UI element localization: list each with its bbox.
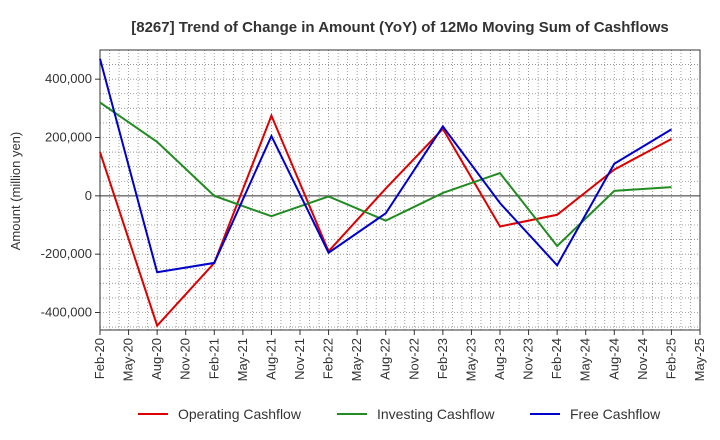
x-tick-label: Feb-24 [549,338,564,379]
x-tick-label: Nov-24 [635,338,650,380]
series-line-investing-cashflow [99,101,672,248]
x-tick-label: Feb-20 [92,338,107,379]
y-tick-label: -200,000 [41,246,92,261]
x-tick-label: Feb-23 [435,338,450,379]
series-line-free-cashflow [99,58,672,274]
x-tick-label: May-24 [578,338,593,381]
x-tick-label: May-21 [235,338,250,381]
legend-label-investing-cashflow: Investing Cashflow [377,406,495,422]
x-tick-label: Feb-22 [321,338,336,379]
plot-frame [99,49,701,331]
y-axis-label: Amount (million yen) [8,132,23,251]
x-tick-label: May-22 [349,338,364,381]
x-tick-label: Nov-21 [292,338,307,380]
x-tick-label: Nov-22 [406,338,421,380]
y-tick-label: 400,000 [45,71,92,86]
legend-label-operating-cashflow: Operating Cashflow [178,406,302,422]
chart-title: [8267] Trend of Change in Amount (YoY) o… [131,19,669,36]
x-tick-label: Nov-23 [521,338,536,380]
series-lines [99,58,672,328]
x-tick-label: May-23 [463,338,478,381]
x-tick-label: Aug-21 [263,338,278,380]
x-tick-label: May-25 [692,338,707,381]
x-tick-label: Feb-25 [663,338,678,379]
x-tick-label: Aug-22 [378,338,393,380]
series-line-operating-cashflow [99,112,672,328]
x-tick-label: May-20 [121,338,136,381]
y-tick-label: -400,000 [41,305,92,320]
y-tick-label: 0 [85,188,92,203]
x-tick-label: Aug-20 [149,338,164,380]
x-tick-label: Aug-23 [492,338,507,380]
legend-label-free-cashflow: Free Cashflow [570,406,661,422]
x-tick-label: Nov-20 [178,338,193,380]
axes: -400,000 -200,000 0 200,000 400,000 Feb-20 May… [41,49,707,381]
x-tick-label: Feb-21 [206,338,221,379]
x-tick-label: Aug-24 [606,338,621,380]
y-tick-label: 200,000 [45,130,92,145]
legend: Operating Cashflow Investing Cashflow Free… [138,406,661,422]
